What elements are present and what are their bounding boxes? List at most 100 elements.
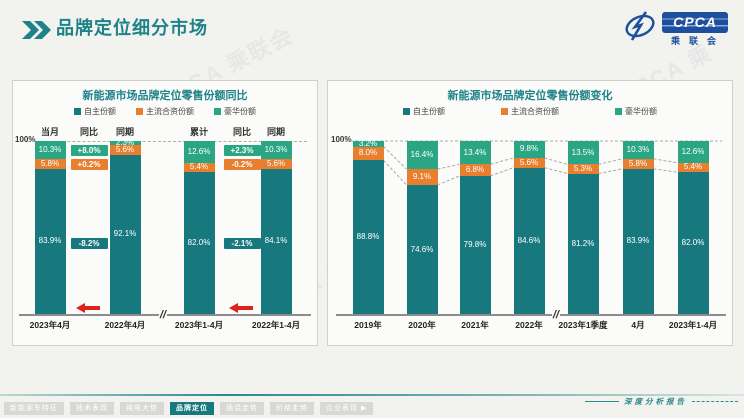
left-chart-legend: 自主份额 主流合资份额 豪华份额	[13, 106, 317, 117]
bar-segment-label: 5.8%	[40, 158, 60, 168]
bar-segment-joint: 9.1%	[406, 169, 438, 186]
red-left-arrow-icon	[229, 303, 253, 313]
cpca-logo: CPCA 乘联会	[622, 10, 728, 48]
stacked-bar: 2.3% 5.6% 92.1%	[109, 138, 141, 314]
stacked-bar: 10.3% 5.8% 83.9%	[622, 141, 654, 314]
legend-item: 豪华份额	[615, 106, 657, 117]
stacked-bar: 12.6% 5.4% 82.0%	[183, 141, 215, 314]
bar-segment-own: 84.1%	[260, 168, 292, 314]
report-label: 深度分析报告	[585, 396, 738, 407]
bar-segment-joint: 5.6%	[513, 157, 545, 168]
bar-segment-own: 84.6%	[513, 167, 545, 314]
bar-segment-label: 10.3%	[38, 144, 62, 154]
bar-segment-label: 8.0%	[358, 148, 378, 158]
arrow-shaft	[85, 306, 100, 310]
bar-segment-label: 74.6%	[410, 244, 434, 254]
bar-segment-label: 82.0%	[681, 238, 705, 248]
x-axis-tick-label: 2023年1-4月	[668, 320, 718, 330]
legend-label: 豪华份额	[224, 107, 256, 116]
yoy-chip-lux: +8.0%	[70, 145, 108, 156]
bar-segment-lux: 10.3%	[260, 141, 292, 159]
column-header: 同期	[266, 127, 285, 137]
x-axis-tick-label: 2020年	[408, 320, 436, 330]
left-chart-title: 新能源市场品牌定位零售份额同比	[82, 90, 248, 102]
left-chart-plot: 100% 当月 同比 同期 累计 同比 同期 10.3% 5.8% 83.9% 2023年4月 2.3…	[13, 81, 317, 345]
arrow-shaft	[238, 306, 253, 310]
bar-segment-label: 83.9%	[38, 236, 62, 246]
legend-label: 主流合资份额	[511, 107, 559, 116]
bar-segment-label: 9.1%	[412, 172, 432, 182]
bar-segment-label: 12.6%	[187, 146, 211, 156]
bar-segment-label: 92.1%	[113, 229, 137, 239]
bar-segment-label: 10.3%	[264, 144, 288, 154]
bar-segment-label: 84.6%	[517, 235, 541, 245]
bar-segment-label: 88.8%	[356, 232, 380, 242]
x-axis-tick-label: 2023年1季度	[558, 320, 608, 330]
x-axis-tick-label: 2023年4月	[29, 320, 71, 330]
footer-tab-7[interactable]: 企业表现 ▶	[320, 402, 374, 415]
x-axis-tick-label: 2021年	[461, 320, 489, 330]
legend-swatch-icon	[615, 108, 622, 115]
gridline-100pct	[27, 141, 307, 142]
legend-swatch-icon	[501, 108, 508, 115]
bar-segment-lux: 2.3%	[109, 138, 141, 146]
bar-segment-lux: 13.4%	[459, 141, 491, 165]
bar-segment-label: 5.6%	[115, 144, 135, 154]
cpca-logo-text: CPCA	[662, 11, 728, 33]
bar-segment-lux: 16.4%	[406, 141, 438, 170]
footer-tab-3[interactable]: 纯电大势	[120, 402, 164, 415]
cpca-logo-subtext: 乘联会	[670, 35, 725, 46]
bar-segment-lux: 12.6%	[677, 141, 709, 163]
column-header: 同期	[115, 127, 134, 137]
cpca-swoosh-icon	[625, 11, 655, 41]
bar-segment-own: 88.8%	[352, 160, 384, 314]
footer-tab-1[interactable]: 新能源车特征	[4, 402, 64, 415]
footer-tab-2[interactable]: 技术表现	[70, 402, 114, 415]
legend-swatch-icon	[74, 108, 81, 115]
header: 品牌定位细分市场 CPCA 乘联会	[0, 0, 744, 70]
footer-tab-4[interactable]: 品牌定位	[170, 402, 214, 415]
y-axis-top-label: 100%	[331, 135, 352, 144]
bar-segment-joint: 8.0%	[352, 146, 384, 161]
x-axis-tick-label: 2022年1-4月	[251, 320, 301, 330]
legend-item: 豪华份额	[214, 106, 256, 117]
column-header: 同比	[232, 127, 251, 137]
stacked-bar: 9.8% 5.6% 84.6%	[513, 141, 545, 314]
bar-segment-label: 3.2%	[358, 138, 378, 148]
bar-segment-label: 5.4%	[683, 162, 703, 172]
bar-segment-lux: 10.3%	[34, 141, 66, 159]
right-chart-title: 新能源市场品牌定位零售份额变化	[447, 90, 613, 102]
report-label-text: 深度分析报告	[624, 397, 687, 406]
stacked-bar: 13.4% 6.8% 79.8%	[459, 141, 491, 314]
stacked-bar: 12.6% 5.4% 82.0%	[677, 141, 709, 314]
chart-panel-left: 新能源市场品牌定位零售份额同比 自主份额 主流合资份额 豪华份额 100% 当月 同比 同…	[12, 80, 318, 346]
bar-segment-label: 13.4%	[463, 147, 487, 157]
bar-segment-label: 13.5%	[571, 147, 595, 157]
legend-label: 自主份额	[84, 107, 116, 116]
bar-segment-lux: 10.3%	[622, 141, 654, 159]
footer-tab-5[interactable]: 插混走势	[220, 402, 264, 415]
stacked-bar: 10.3% 5.6% 84.1%	[260, 141, 292, 314]
bar-segment-label: 5.3%	[573, 163, 593, 173]
yoy-chip-lux: +2.3%	[223, 145, 261, 156]
legend-swatch-icon	[136, 108, 143, 115]
legend-label: 自主份额	[413, 107, 445, 116]
bar-segment-own: 74.6%	[406, 185, 438, 314]
chart-panel-right: 新能源市场品牌定位零售份额变化 自主份额 主流合资份额 豪华份额 100% 3.2% 8…	[327, 80, 733, 346]
bar-segment-label: 82.0%	[187, 238, 211, 248]
report-label-line	[585, 401, 619, 402]
legend-swatch-icon	[403, 108, 410, 115]
legend-swatch-icon	[214, 108, 221, 115]
bar-segment-lux: 13.5%	[567, 141, 599, 165]
column-header: 当月	[40, 127, 59, 137]
report-label-dashes	[692, 401, 738, 402]
footer-tab-6[interactable]: 价格走势	[270, 402, 314, 415]
bar-segment-label: 12.6%	[681, 146, 705, 156]
footer-tab-bar: 新能源车特征 技术表现 纯电大势 品牌定位 插混走势 价格走势 企业表现 ▶	[4, 402, 374, 415]
bar-segment-own: 81.2%	[567, 173, 599, 314]
legend-label: 主流合资份额	[146, 107, 194, 116]
bar-segment-joint: 6.8%	[459, 164, 491, 176]
x-axis-tick-label: 2022年	[515, 320, 543, 330]
bar-segment-lux: 12.6%	[183, 141, 215, 163]
bar-segment-own: 83.9%	[622, 168, 654, 314]
